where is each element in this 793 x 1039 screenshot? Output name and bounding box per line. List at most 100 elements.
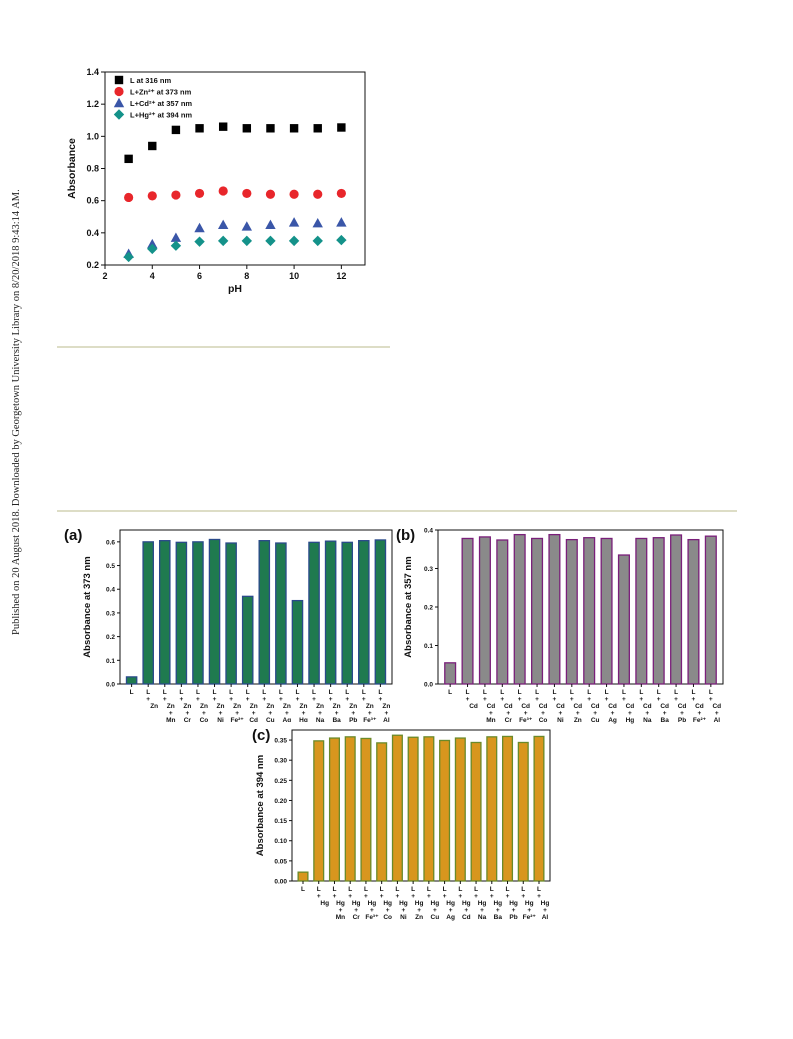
x-tick-label: +	[351, 710, 355, 717]
side-note-text: Published on 20 August 2018. Downloaded …	[11, 189, 22, 635]
data-point	[313, 124, 322, 133]
x-tick-label: Cd	[591, 703, 600, 710]
x-tick-label: Cd	[573, 703, 582, 710]
x-tick-label: L	[521, 886, 525, 893]
x-tick-label: Hg	[336, 900, 345, 907]
x-tick-label: Fe³⁺	[519, 717, 533, 724]
x-tick-label: +	[262, 696, 266, 703]
bar	[328, 737, 341, 882]
y-tick-label: 0.0	[106, 682, 115, 689]
x-tick-label: +	[312, 696, 316, 703]
data-point	[266, 124, 275, 133]
x-tick-label: L	[380, 886, 384, 893]
x-tick-label: +	[146, 696, 150, 703]
x-tick-label: Fe³⁺	[363, 717, 377, 722]
data-point	[289, 124, 299, 133]
x-tick-label: L	[691, 689, 695, 696]
x-tick-label: L	[301, 886, 305, 893]
x-tick-label: +	[657, 696, 661, 703]
x-tick-label: 12	[336, 271, 346, 281]
x-tick-label: Hg	[368, 900, 377, 907]
x-tick-label: L	[279, 689, 283, 696]
x-tick-label: Al	[714, 717, 721, 724]
bar	[531, 537, 544, 685]
x-tick-label: L	[674, 689, 678, 696]
x-tick-label: +	[411, 893, 415, 900]
x-tick-label: +	[368, 710, 372, 717]
bar	[478, 536, 491, 685]
x-tick-label: +	[553, 696, 557, 703]
bar	[635, 537, 648, 685]
data-point	[336, 217, 347, 227]
bar	[275, 542, 287, 685]
x-tick-label: Ni	[557, 717, 564, 724]
x-tick-label: +	[490, 893, 494, 900]
y-tick-label: 0.1	[424, 643, 433, 650]
x-tick-label: L	[448, 689, 452, 696]
x-tick-label: L	[537, 886, 541, 893]
x-tick-label: Zn	[150, 703, 158, 710]
x-tick-label: Mn	[166, 717, 175, 722]
x-tick-label: +	[639, 696, 643, 703]
x-tick-label: Mn	[336, 914, 345, 921]
x-tick-label: +	[524, 710, 528, 717]
x-tick-label: +	[663, 710, 667, 717]
bar	[291, 599, 304, 685]
x-tick-label: Ba	[494, 914, 503, 921]
x-tick-label: Hg	[383, 900, 392, 907]
legend-entry: L+Hg²⁺ at 394 nm	[130, 111, 192, 120]
x-tick-label: L	[490, 886, 494, 893]
y-tick-label: 0.0	[424, 682, 433, 689]
x-tick-label: Fe³⁺	[365, 914, 379, 921]
x-axis-label: pH	[228, 283, 242, 295]
data-point	[171, 190, 181, 200]
x-tick-label: L	[348, 886, 352, 893]
bar	[142, 541, 154, 685]
x-tick-label: +	[402, 907, 406, 914]
x-tick-label: L	[262, 689, 266, 696]
y-tick-label: 0.05	[274, 858, 287, 865]
x-tick-label: +	[537, 893, 541, 900]
bar	[704, 535, 717, 685]
x-tick-label: +	[518, 696, 522, 703]
x-tick-label: +	[335, 710, 339, 717]
x-tick-label: +	[185, 710, 189, 717]
x-tick-label: L	[364, 886, 368, 893]
x-tick-label: Cd	[626, 703, 635, 710]
x-tick-label: +	[680, 710, 684, 717]
data-point	[147, 243, 158, 255]
bar	[225, 542, 237, 685]
y-tick-label: 1.4	[86, 67, 99, 77]
x-tick-label: L	[229, 689, 233, 696]
x-tick-label: Cd	[487, 703, 496, 710]
x-tick-label: Hg	[399, 900, 408, 907]
x-tick-label: Zn	[382, 703, 390, 710]
data-point	[218, 122, 228, 131]
bar	[486, 736, 498, 882]
x-tick-label: +	[378, 696, 382, 703]
x-tick-label: +	[527, 907, 531, 914]
x-tick-label: Hg	[541, 900, 550, 907]
bar	[548, 533, 561, 685]
x-tick-label: Zn	[366, 703, 374, 710]
x-tick-label: Zn	[250, 703, 258, 710]
legend-marker	[113, 97, 125, 108]
legend-marker	[113, 109, 125, 120]
x-tick-label: Zn	[415, 914, 423, 921]
x-tick-label: +	[593, 710, 597, 717]
x-tick-label: Hg	[525, 900, 534, 907]
legend-entry: L at 316 nm	[130, 76, 171, 85]
y-tick-label: 0.6	[106, 539, 115, 546]
x-tick-label: L	[130, 689, 134, 696]
x-tick-label: +	[370, 907, 374, 914]
x-tick-label: +	[302, 710, 306, 717]
x-tick-label: Hg	[299, 717, 308, 722]
bar	[496, 539, 509, 685]
x-tick-label: +	[715, 710, 719, 717]
y-tick-label: 0.15	[274, 818, 287, 825]
x-tick-label: +	[587, 696, 591, 703]
x-tick-label: Co	[539, 717, 548, 724]
bar	[374, 539, 387, 685]
y-tick-label: 0.2	[86, 260, 99, 270]
x-tick-label: Ba	[661, 717, 670, 724]
